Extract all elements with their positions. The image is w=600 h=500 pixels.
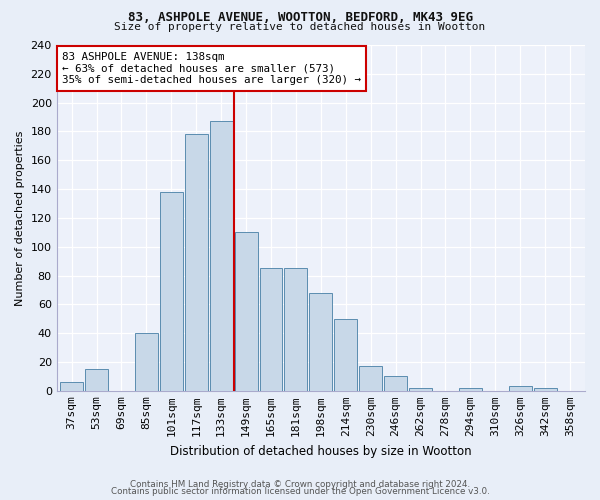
- Bar: [135, 333, 158, 391]
- Bar: [310, 293, 332, 391]
- Bar: [235, 232, 257, 391]
- Bar: [533, 388, 557, 391]
- Bar: [334, 319, 357, 391]
- Bar: [185, 134, 208, 391]
- Text: Size of property relative to detached houses in Wootton: Size of property relative to detached ho…: [115, 22, 485, 32]
- Text: Contains HM Land Registry data © Crown copyright and database right 2024.: Contains HM Land Registry data © Crown c…: [130, 480, 470, 489]
- Bar: [209, 122, 233, 391]
- Text: 83 ASHPOLE AVENUE: 138sqm
← 63% of detached houses are smaller (573)
35% of semi: 83 ASHPOLE AVENUE: 138sqm ← 63% of detac…: [62, 52, 361, 85]
- Bar: [409, 388, 432, 391]
- Bar: [509, 386, 532, 391]
- Bar: [85, 369, 108, 391]
- Bar: [160, 192, 183, 391]
- Text: 83, ASHPOLE AVENUE, WOOTTON, BEDFORD, MK43 9EG: 83, ASHPOLE AVENUE, WOOTTON, BEDFORD, MK…: [128, 11, 473, 24]
- Y-axis label: Number of detached properties: Number of detached properties: [15, 130, 25, 306]
- Bar: [359, 366, 382, 391]
- Bar: [384, 376, 407, 391]
- Bar: [284, 268, 307, 391]
- Bar: [60, 382, 83, 391]
- Text: Contains public sector information licensed under the Open Government Licence v3: Contains public sector information licen…: [110, 487, 490, 496]
- X-axis label: Distribution of detached houses by size in Wootton: Distribution of detached houses by size …: [170, 444, 472, 458]
- Bar: [260, 268, 283, 391]
- Bar: [459, 388, 482, 391]
